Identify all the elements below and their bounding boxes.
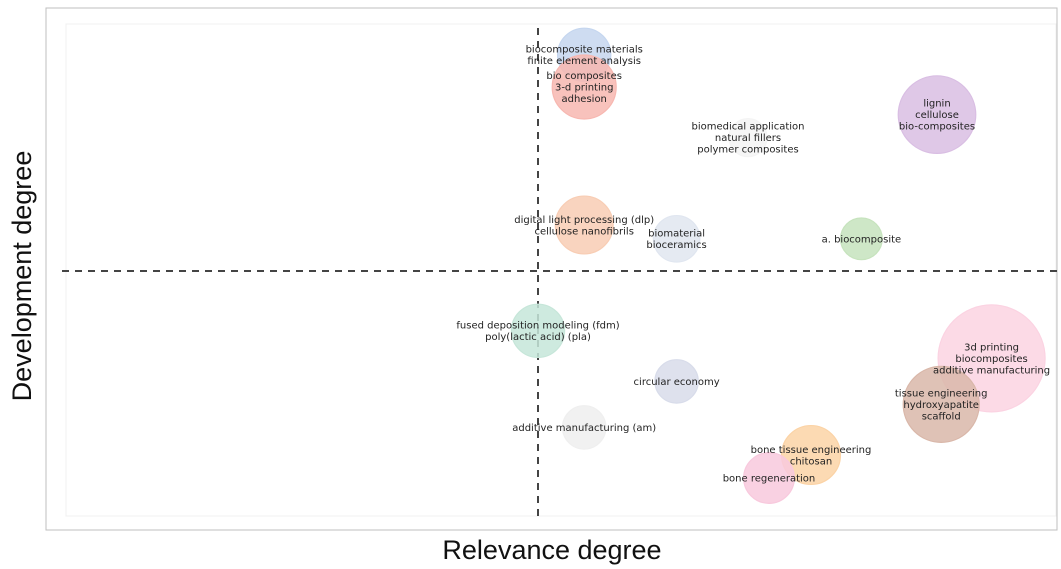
cluster-bubble: [561, 405, 607, 450]
cluster-label: cellulose: [915, 110, 959, 121]
cluster-label: biocomposite materials: [526, 45, 643, 56]
cluster-label: finite element analysis: [527, 56, 641, 67]
cluster-label: hydroxyapatite: [903, 400, 979, 411]
bubble-layer: [510, 27, 1046, 504]
cluster-label: adhesion: [561, 94, 606, 105]
cluster-bubble: [897, 75, 977, 154]
y-axis-title: Development degree: [7, 151, 37, 402]
cluster-label: tissue engineering: [895, 388, 988, 399]
x-axis-title: Relevance degree: [442, 535, 661, 565]
cluster-label: digital light processing (dlp): [514, 215, 654, 226]
cluster-label: additive manufacturing (am): [512, 423, 656, 434]
cluster-bubble: [728, 117, 768, 158]
cluster-label: biocomposites: [955, 354, 1027, 365]
cluster-label: circular economy: [634, 377, 720, 388]
cluster-label: bone regeneration: [723, 474, 816, 485]
cluster-label: chitosan: [790, 456, 832, 467]
cluster-label: biomedical application: [691, 122, 804, 133]
cluster-label: lignin: [923, 99, 950, 110]
cluster-label: poly(lactic acid) (pla): [485, 332, 591, 343]
cluster-bubble: [902, 365, 980, 443]
cluster-bubble: [554, 195, 614, 255]
cluster-bubble: [652, 214, 701, 263]
cluster-label: natural fillers: [715, 133, 781, 144]
cluster-label: biomaterial: [648, 229, 705, 240]
cluster-label: fused deposition modeling (fdm): [456, 321, 619, 332]
cluster-label: 3-d printing: [555, 83, 613, 94]
cluster-label: scaffold: [922, 411, 961, 422]
cluster-label: bio-composites: [899, 122, 975, 133]
cluster-bubble: [839, 217, 883, 261]
cluster-bubble: [551, 54, 617, 120]
cluster-bubble: [654, 359, 699, 404]
cluster-label: a. biocomposite: [822, 234, 902, 245]
cluster-label: 3d printing: [964, 342, 1019, 353]
cluster-label: cellulose nanofibrils: [534, 226, 633, 237]
cluster-label: bio composites: [546, 71, 622, 82]
cluster-bubble: [780, 424, 842, 486]
cluster-bubble: [743, 452, 795, 504]
cluster-label: additive manufacturing: [933, 365, 1050, 376]
cluster-label: bone tissue engineering: [751, 445, 872, 456]
cluster-label: bioceramics: [646, 240, 706, 251]
cluster-label: polymer composites: [697, 145, 798, 156]
cluster-bubble: [510, 303, 566, 359]
